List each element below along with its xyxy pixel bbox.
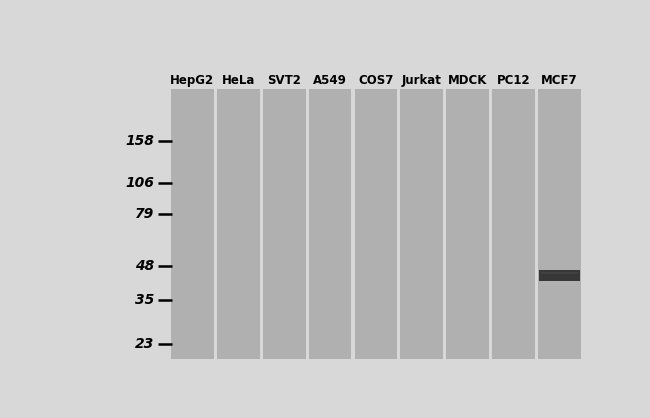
Text: Jurkat: Jurkat [402, 74, 442, 87]
Bar [217, 89, 260, 359]
Bar [541, 272, 578, 275]
Bar [447, 89, 489, 359]
Bar [400, 89, 443, 359]
Bar [539, 270, 580, 281]
Text: 106: 106 [125, 176, 154, 190]
Text: 35: 35 [135, 293, 154, 306]
Text: A549: A549 [313, 74, 347, 87]
Bar [263, 89, 306, 359]
Bar [171, 89, 214, 359]
Text: 158: 158 [125, 134, 154, 148]
Bar [538, 89, 581, 359]
Text: SVT2: SVT2 [267, 74, 301, 87]
Bar [309, 89, 352, 359]
Text: MDCK: MDCK [448, 74, 488, 87]
Bar [354, 89, 397, 359]
Text: 23: 23 [135, 337, 154, 351]
Text: PC12: PC12 [497, 74, 530, 87]
Text: HepG2: HepG2 [170, 74, 214, 87]
Text: HeLa: HeLa [222, 74, 255, 87]
Text: COS7: COS7 [358, 74, 394, 87]
Text: MCF7: MCF7 [541, 74, 578, 87]
Bar [170, 89, 582, 359]
Text: 48: 48 [135, 260, 154, 273]
Bar [492, 89, 535, 359]
Text: 79: 79 [135, 207, 154, 221]
